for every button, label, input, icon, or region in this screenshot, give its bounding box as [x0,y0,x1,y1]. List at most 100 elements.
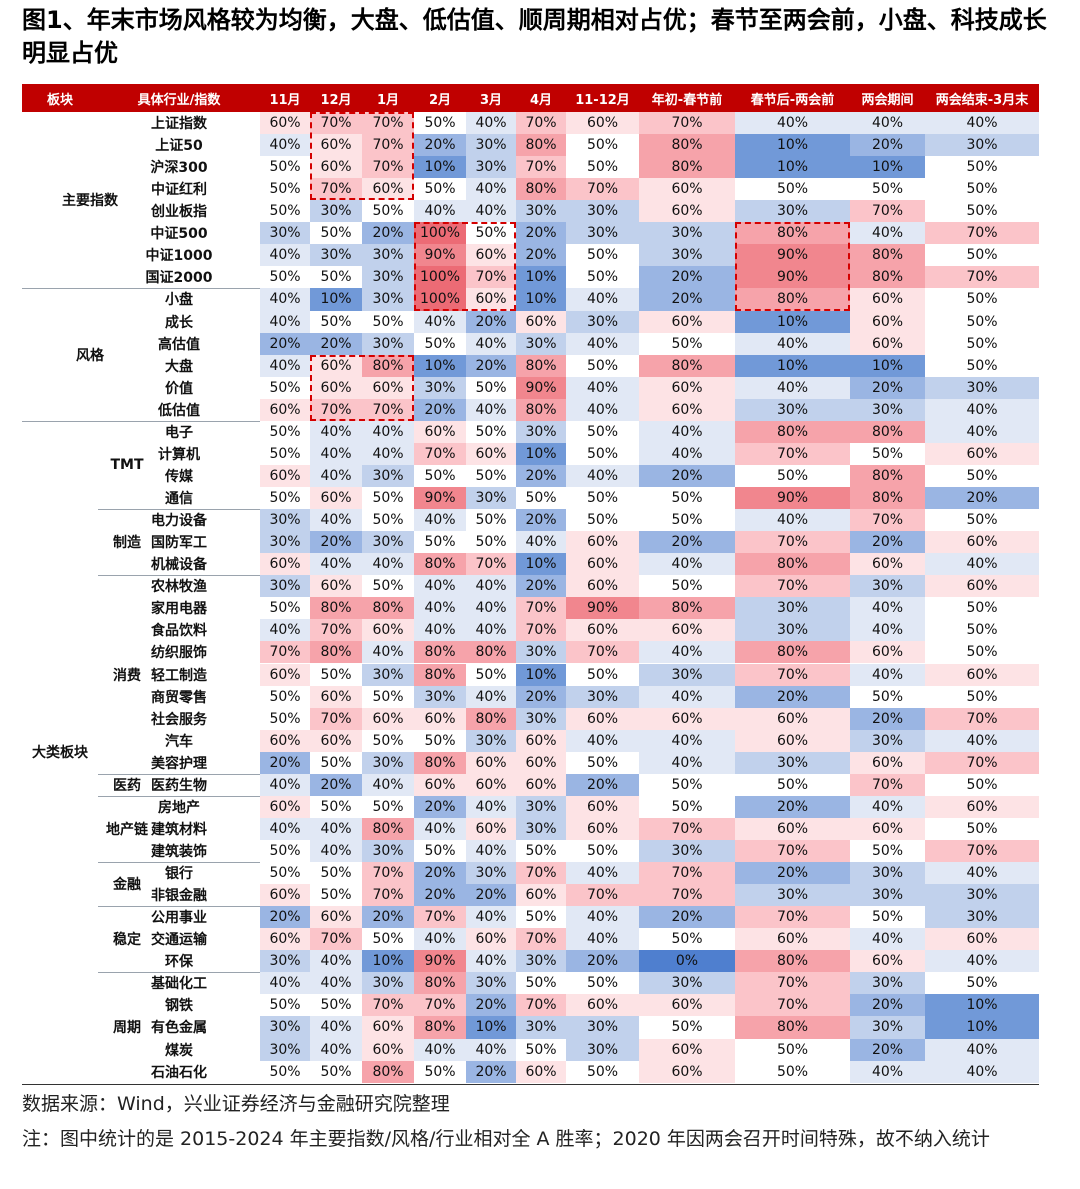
win-rate-cell: 50% [639,773,735,796]
win-rate-cell: 30% [466,729,516,752]
subgroup-divider [98,509,260,511]
win-rate-cell: 30% [260,222,310,245]
win-rate-cell: 60% [414,773,466,796]
win-rate-cell: 50% [466,663,516,686]
subgroup-divider [98,795,260,797]
win-rate-cell: 40% [414,509,466,532]
win-rate-cell: 30% [639,663,735,686]
win-rate-cell: 50% [362,729,414,752]
subgroup-label: TMT [110,456,144,473]
win-rate-cell: 70% [735,531,850,554]
win-rate-cell: 40% [466,685,516,708]
win-rate-cell: 50% [466,376,516,399]
win-rate-cell: 60% [466,442,516,465]
win-rate-cell: 80% [850,266,925,289]
win-rate-cell: 20% [516,509,566,532]
win-rate-cell: 40% [850,222,925,245]
subgroup-label: 周期 [113,1020,141,1037]
win-rate-cell: 50% [639,332,735,355]
win-rate-cell: 40% [925,112,1039,135]
win-rate-cell: 60% [925,531,1039,554]
subgroup-divider [98,575,260,577]
win-rate-cell: 40% [466,839,516,863]
win-rate-cell: 60% [466,244,516,267]
win-rate-cell: 100% [414,288,466,311]
win-rate-cell: 70% [850,200,925,223]
win-rate-cell: 10% [362,950,414,973]
win-rate-cell: 60% [566,994,639,1017]
win-rate-cell: 50% [735,1060,850,1083]
win-rate-cell: 20% [260,332,310,355]
win-rate-cell: 50% [516,972,566,995]
win-rate-cell: 40% [925,950,1039,973]
win-rate-cell: 40% [639,729,735,752]
win-rate-cell: 60% [260,464,310,487]
win-rate-cell: 50% [639,1016,735,1039]
row-label: 电子 [165,424,193,441]
subgroup-label: 医药 [113,777,141,794]
win-rate-cell: 60% [639,1060,735,1083]
win-rate-cell: 70% [925,222,1039,245]
row-label: 上证50 [155,138,203,155]
win-rate-cell: 50% [566,354,639,377]
row-label: 医药生物 [151,777,207,794]
win-rate-cell: 40% [925,729,1039,752]
row-label: 基础化工 [151,976,207,993]
win-rate-cell: 10% [414,156,466,179]
win-rate-cell: 20% [850,707,925,730]
win-rate-cell: 80% [735,1016,850,1039]
win-rate-cell: 30% [516,200,566,223]
win-rate-cell: 60% [566,575,639,598]
row-label: 公用事业 [151,910,207,927]
win-rate-cell: 50% [310,310,362,333]
win-rate-cell: 50% [414,112,466,135]
win-rate-cell: 60% [639,1038,735,1061]
win-rate-cell: 50% [260,420,310,443]
win-rate-cell: 40% [925,398,1039,421]
win-rate-cell: 40% [925,1038,1039,1061]
win-rate-cell: 50% [566,1060,639,1083]
win-rate-cell: 20% [414,134,466,157]
win-rate-cell: 40% [925,420,1039,443]
win-rate-cell: 70% [414,442,466,465]
win-rate-cell: 70% [516,928,566,951]
win-rate-cell: 70% [362,398,414,421]
win-rate-cell: 80% [362,597,414,620]
row-label: 非银金融 [151,888,207,905]
row-label: 银行 [165,866,193,883]
win-rate-cell: 50% [566,663,639,686]
win-rate-cell: 50% [639,928,735,951]
win-rate-cell: 10% [516,288,566,311]
win-rate-cell: 20% [639,288,735,311]
win-rate-cell: 50% [735,1038,850,1061]
win-rate-cell: 60% [260,112,310,135]
win-rate-cell: 40% [850,795,925,818]
win-rate-cell: 60% [566,619,639,642]
row-label: 农林牧渔 [151,579,207,596]
win-rate-cell: 50% [925,310,1039,333]
win-rate-cell: 70% [362,862,414,885]
header-4: 1月 [362,84,414,112]
win-rate-cell: 40% [466,950,516,973]
win-rate-cell: 50% [735,773,850,796]
win-rate-cell: 10% [735,156,850,179]
win-rate-cell: 40% [414,200,466,223]
win-rate-cell: 50% [566,839,639,863]
win-rate-cell: 20% [414,795,466,818]
win-rate-cell: 40% [735,112,850,135]
win-rate-cell: 50% [925,178,1039,201]
win-rate-cell: 80% [516,354,566,377]
win-rate-cell: 50% [639,509,735,532]
win-rate-cell: 30% [260,1038,310,1061]
group-divider [22,420,260,422]
row-label: 家用电器 [151,601,207,618]
row-label: 低估值 [158,402,200,419]
win-rate-cell: 70% [310,112,362,135]
row-label: 食品饮料 [151,623,207,640]
win-rate-cell: 40% [566,332,639,355]
win-rate-cell: 40% [260,244,310,267]
win-rate-cell: 60% [414,420,466,443]
win-rate-cell: 60% [850,332,925,355]
win-rate-cell: 50% [566,442,639,465]
win-rate-cell: 40% [414,597,466,620]
